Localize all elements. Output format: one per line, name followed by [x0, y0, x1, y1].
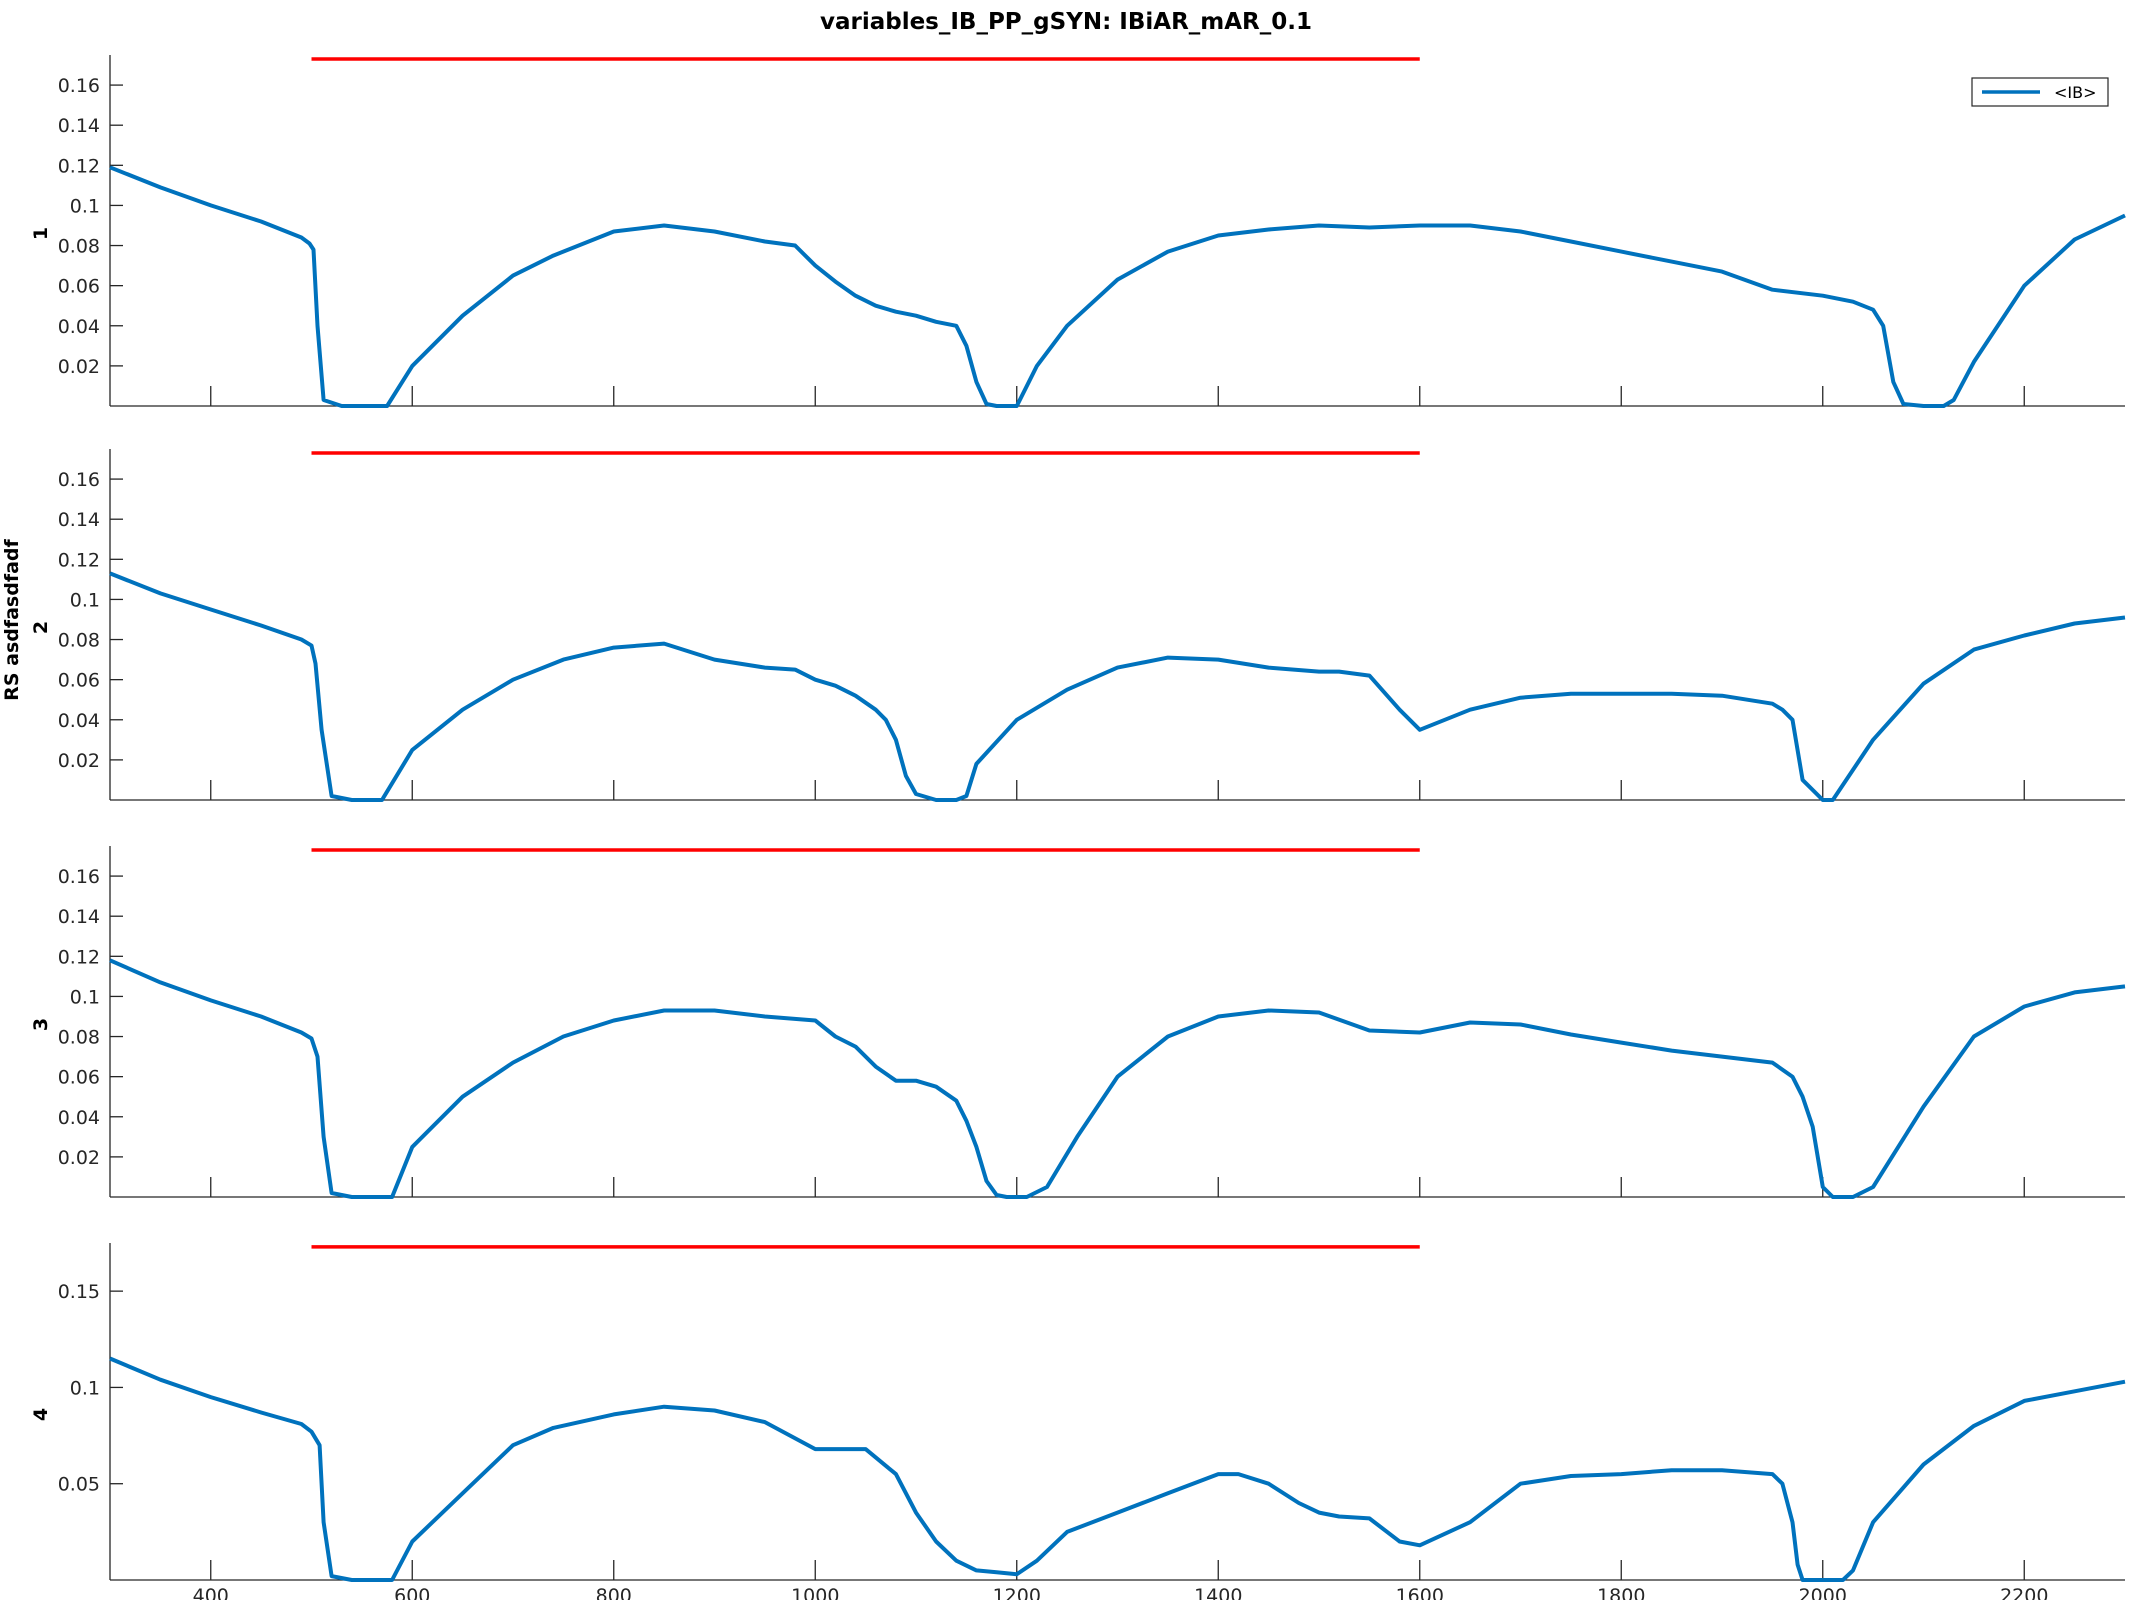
x-tick-label: 1400 — [1194, 1585, 1242, 1600]
panel-label: 3 — [30, 1018, 52, 1031]
x-tick-label: 1600 — [1396, 1585, 1444, 1600]
series-line-ib — [109, 571, 2126, 802]
y-tick-label: 0.04 — [58, 316, 100, 338]
y-tick-label: 0.1 — [70, 1377, 100, 1399]
y-tick-label: 0.08 — [58, 1027, 100, 1049]
legend-label: <IB> — [2054, 83, 2097, 102]
y-tick-label: 0.12 — [58, 549, 100, 571]
shared-y-axis-label: RS asdfasdfadf — [1, 538, 23, 700]
y-tick-label: 0.16 — [58, 866, 100, 888]
subplot-3: 0.02 0.04 0.06 0.08 0.1 0.12 0.14 0.16 3 — [30, 846, 2126, 1199]
subplot-panels: 0.020.040.060.080.10.120.140.1610.020.04… — [30, 55, 2126, 1600]
y-tick-label: 0.1 — [70, 195, 100, 217]
series-line-ib — [109, 1356, 2126, 1582]
panel-label: 2 — [30, 621, 52, 634]
y-tick-label: 0.06 — [58, 670, 100, 692]
y-tick-label: 0.05 — [58, 1474, 100, 1496]
y-tick-label: 0.16 — [58, 469, 100, 491]
y-tick-label: 0.14 — [58, 906, 100, 928]
y-tick-label: 0.1 — [70, 986, 100, 1008]
y-tick-label: 0.15 — [58, 1281, 100, 1303]
y-tick-label: 0.12 — [58, 946, 100, 968]
subplot-2: 0.02 0.04 0.06 0.08 0.1 0.12 0.14 0.16 2 — [30, 449, 2126, 802]
series-line-ib — [109, 165, 2126, 408]
subplot-4: 0.05 0.1 0.15 400 600 800 1000 1200 1400 1600 1800… — [30, 1243, 2126, 1600]
y-tick-label: 0.14 — [58, 509, 100, 531]
chart-title: variables_IB_PP_gSYN: IBiAR_mAR_0.1 — [820, 9, 1312, 35]
y-tick-label: 0.02 — [58, 1147, 100, 1169]
y-tick-label: 0.1 — [70, 589, 100, 611]
y-tick-label: 0.06 — [58, 1067, 100, 1089]
y-tick-label: 0.12 — [58, 155, 100, 177]
x-tick-label: 600 — [394, 1585, 430, 1600]
y-tick-label: 0.02 — [58, 750, 100, 772]
y-tick-label: 0.08 — [58, 630, 100, 652]
y-tick-label: 0.06 — [58, 276, 100, 298]
y-tick-label: 0.16 — [58, 75, 100, 97]
y-tick-label: 0.04 — [58, 710, 100, 732]
legend: <IB> — [1971, 77, 2109, 107]
y-tick-label: 0.04 — [58, 1107, 100, 1129]
x-tick-label: 1800 — [1597, 1585, 1645, 1600]
panel-label: 4 — [30, 1408, 52, 1421]
x-tick-label: 800 — [596, 1585, 632, 1600]
subplot-1: 0.02 0.04 0.06 0.08 0.1 0.12 0.14 0.16 1 — [30, 55, 2126, 408]
panel-label: 1 — [30, 227, 52, 240]
y-tick-label: 0.02 — [58, 356, 100, 378]
x-tick-label: 1000 — [791, 1585, 839, 1600]
y-tick-label: 0.14 — [58, 115, 100, 137]
series-line-ib — [109, 958, 2126, 1199]
x-tick-label: 1200 — [993, 1585, 1041, 1600]
x-tick-label: 400 — [193, 1585, 229, 1600]
x-tick-label: 2000 — [1799, 1585, 1847, 1600]
y-tick-label: 0.08 — [58, 236, 100, 258]
x-tick-label: 2200 — [2000, 1585, 2048, 1600]
